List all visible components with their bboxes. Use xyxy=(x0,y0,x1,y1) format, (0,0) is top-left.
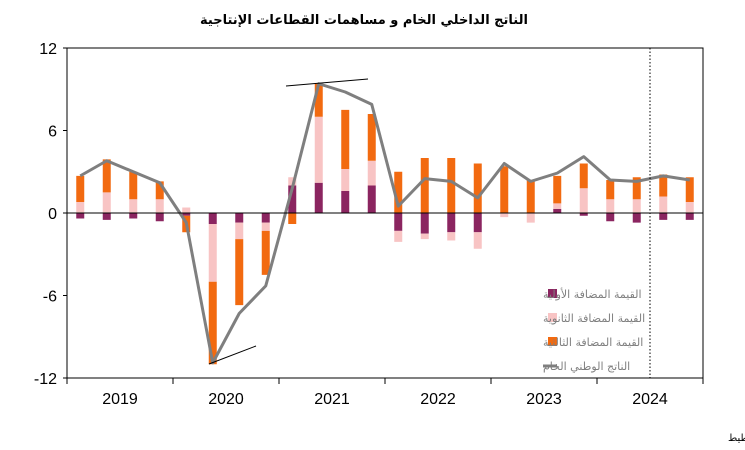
bar-2-2023Q4 xyxy=(579,163,588,189)
bar-0-2024Q4 xyxy=(685,213,694,220)
bar-0-2024Q1 xyxy=(606,213,615,222)
bar-0-2020Q2 xyxy=(208,213,217,224)
x-tick-label: 2020 xyxy=(208,391,244,408)
chart-title: الناتج الداخلي الخام و مساهمات القطاعات … xyxy=(200,13,528,28)
bar-1-2021Q2 xyxy=(314,116,323,183)
bar-0-2021Q2 xyxy=(314,182,323,213)
bar-1-2020Q3 xyxy=(235,222,244,240)
bar-2-2022Q3 xyxy=(447,158,456,213)
bar-2-2022Q4 xyxy=(473,163,482,213)
bar-2-2023Q3 xyxy=(553,175,562,204)
bar-1-2021Q3 xyxy=(341,169,350,191)
legend-label-1: القيمة المضافة الثانوية xyxy=(543,312,645,325)
bar-2-2023Q2 xyxy=(526,180,535,213)
bar-1-2021Q1 xyxy=(288,177,297,186)
bar-1-2021Q4 xyxy=(367,160,376,186)
bar-1-2020Q2 xyxy=(208,224,217,282)
line-series-3 xyxy=(79,82,690,365)
bar-2-2022Q2 xyxy=(420,158,429,213)
bar-0-2022Q4 xyxy=(473,213,482,233)
bar-2-2024Q1 xyxy=(606,180,615,200)
bar-2-2020Q2 xyxy=(208,281,217,365)
legend-label-2: القيمة المضافة الثالثية xyxy=(543,336,643,349)
bar-0-2024Q3 xyxy=(659,213,668,220)
bar-2-2024Q2 xyxy=(632,177,641,200)
legend: القيمة المضافة الأولية القيمة المضافة الث… xyxy=(543,287,645,373)
bar-2-2020Q4 xyxy=(261,230,270,275)
bar-0-2023Q4 xyxy=(579,213,588,216)
bar-1-2020Q1 xyxy=(182,207,191,213)
bar-2-2019Q4 xyxy=(155,181,164,200)
annotation-layer xyxy=(208,78,369,365)
bar-1-2019Q2 xyxy=(102,192,111,213)
axes: 12 6 0 -6 -12 2019 2020 2021 2022 2023 2024 xyxy=(34,41,704,408)
peak-annotation-line xyxy=(285,78,369,87)
bar-2-2024Q4 xyxy=(685,177,694,202)
bar-0-2021Q4 xyxy=(367,185,376,213)
bar-2-2019Q2 xyxy=(102,159,111,193)
bar-0-2024Q2 xyxy=(632,213,641,223)
trough-annotation-line xyxy=(208,345,257,365)
bar-1-2022Q2 xyxy=(420,233,429,240)
bar-2-2019Q1 xyxy=(76,175,85,202)
bar-1-2023Q1 xyxy=(500,213,509,218)
bar-1-2019Q3 xyxy=(129,199,138,213)
bar-1-2022Q4 xyxy=(473,232,482,249)
legend-swatch-1 xyxy=(548,313,557,322)
bar-2-2024Q3 xyxy=(659,174,668,197)
bar-2-2023Q1 xyxy=(500,166,509,213)
bar-0-2020Q4 xyxy=(261,213,270,223)
bar-1-2023Q4 xyxy=(579,188,588,213)
x-tick-label: 2022 xyxy=(420,391,456,408)
bar-0-2020Q3 xyxy=(235,213,244,223)
y-tick-label: -6 xyxy=(43,289,57,306)
legend-label-0: القيمة المضافة الأولية xyxy=(543,287,642,301)
bar-0-2019Q1 xyxy=(76,213,85,219)
bar-2-2019Q3 xyxy=(129,171,138,200)
bar-1-2023Q2 xyxy=(526,213,535,223)
bar-1-2019Q4 xyxy=(155,199,164,213)
bar-1-2024Q2 xyxy=(632,199,641,213)
line-layer xyxy=(79,82,690,365)
bar-0-2021Q3 xyxy=(341,191,350,213)
y-tick-label: 12 xyxy=(39,41,57,58)
legend-swatch-0 xyxy=(548,289,557,298)
legend-swatch-2 xyxy=(548,337,557,346)
bar-0-2019Q3 xyxy=(129,213,138,219)
bar-1-2024Q3 xyxy=(659,196,668,213)
legend-label-3: الناتج الوطني الخام xyxy=(543,360,630,373)
bar-1-2024Q4 xyxy=(685,202,694,213)
x-tick-label: 2023 xyxy=(526,391,562,408)
y-tick-label: 0 xyxy=(48,206,57,223)
bar-1-2020Q4 xyxy=(261,222,270,231)
source-note: المصدر : المندوبية السامية للتخطيط xyxy=(728,433,745,444)
bar-0-2022Q1 xyxy=(394,213,403,231)
y-tick-label: -12 xyxy=(34,371,57,388)
bar-0-2023Q3 xyxy=(553,208,562,213)
bar-0-2019Q4 xyxy=(155,213,164,222)
x-tick-label: 2019 xyxy=(102,391,138,408)
bar-1-2022Q1 xyxy=(394,230,403,242)
bar-0-2020Q1 xyxy=(182,213,191,216)
bar-2-2021Q3 xyxy=(341,109,350,169)
bar-2-2021Q1 xyxy=(288,213,297,224)
x-tick-label: 2021 xyxy=(314,391,350,408)
bar-0-2022Q2 xyxy=(420,213,429,234)
bar-1-2022Q3 xyxy=(447,232,456,241)
bar-0-2019Q2 xyxy=(102,213,111,220)
bar-2-2021Q4 xyxy=(367,114,376,161)
bar-0-2021Q1 xyxy=(288,185,297,213)
y-tick-label: 6 xyxy=(48,124,57,141)
bar-1-2023Q3 xyxy=(553,203,562,209)
bar-1-2019Q1 xyxy=(76,202,85,213)
bar-2-2021Q2 xyxy=(314,83,323,117)
bar-layer xyxy=(76,83,694,365)
bar-2-2022Q1 xyxy=(394,171,403,213)
bar-0-2022Q3 xyxy=(447,213,456,233)
bar-2-2020Q3 xyxy=(235,239,244,306)
bar-1-2024Q1 xyxy=(606,199,615,213)
x-tick-label: 2024 xyxy=(632,391,668,408)
